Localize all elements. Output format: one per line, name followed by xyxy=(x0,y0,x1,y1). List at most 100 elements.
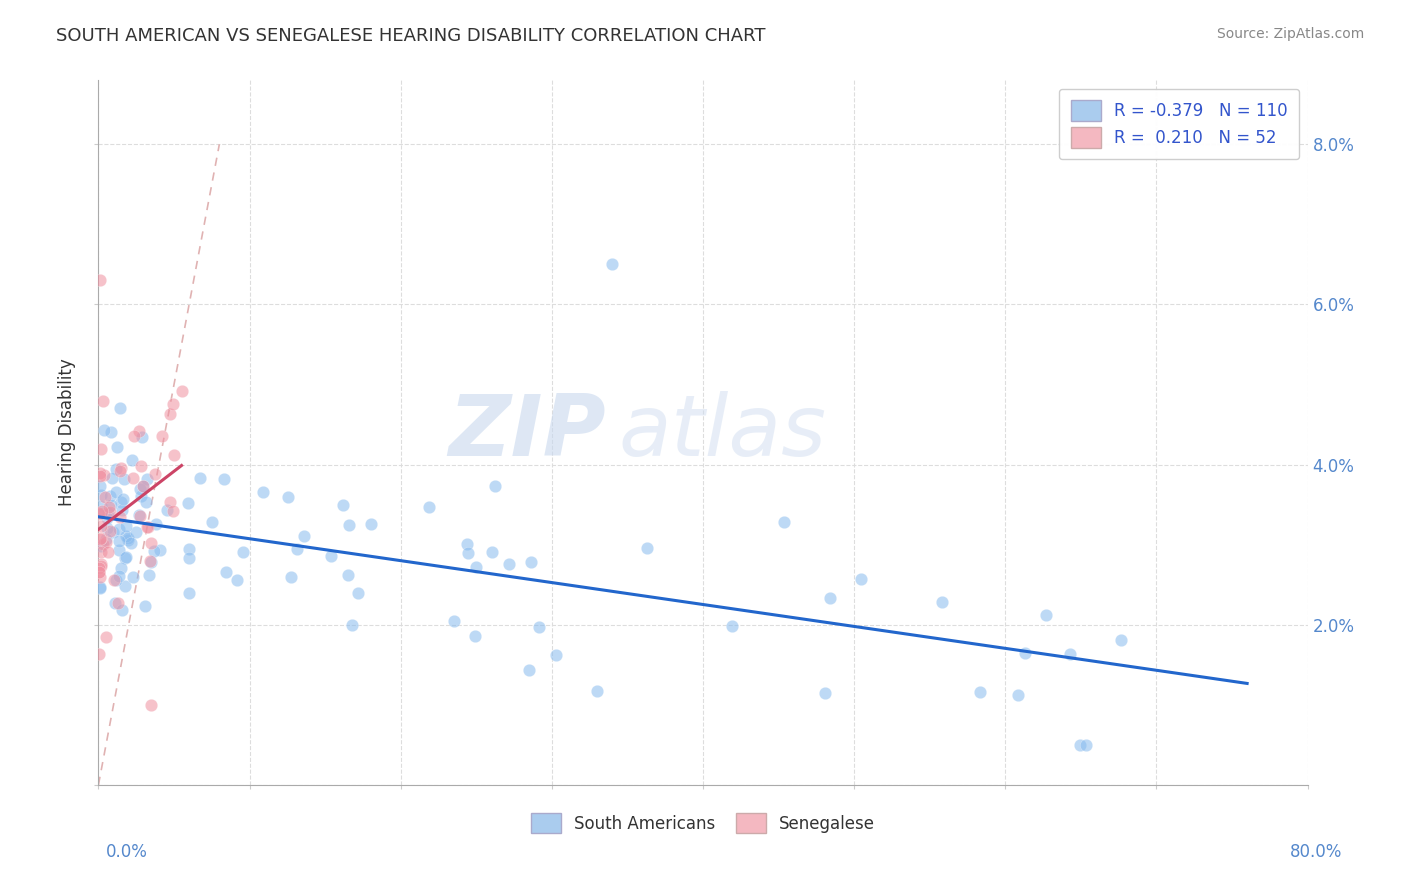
Point xyxy=(111,492,134,507)
Point xyxy=(252,484,274,499)
Point xyxy=(96,535,118,549)
Point xyxy=(107,596,129,610)
Point xyxy=(159,495,181,509)
Point xyxy=(456,537,478,551)
Point xyxy=(637,541,659,555)
Point xyxy=(1109,633,1132,648)
Point xyxy=(139,536,162,550)
Point xyxy=(90,488,112,502)
Point xyxy=(319,549,342,563)
Point xyxy=(814,686,837,700)
Point xyxy=(98,489,121,503)
Point xyxy=(94,490,117,504)
Point xyxy=(225,573,247,587)
Point xyxy=(162,396,184,410)
Point xyxy=(89,273,111,287)
Point xyxy=(91,506,114,520)
Point xyxy=(177,496,200,510)
Point xyxy=(149,542,172,557)
Point xyxy=(418,500,440,514)
Point xyxy=(332,499,354,513)
Point xyxy=(1035,607,1057,622)
Point xyxy=(93,423,115,437)
Text: SOUTH AMERICAN VS SENEGALESE HEARING DISABILITY CORRELATION CHART: SOUTH AMERICAN VS SENEGALESE HEARING DIS… xyxy=(56,27,766,45)
Point xyxy=(586,683,609,698)
Text: 0.0%: 0.0% xyxy=(105,843,148,861)
Point xyxy=(142,544,165,558)
Point xyxy=(156,503,179,517)
Point xyxy=(111,503,134,517)
Point xyxy=(121,453,143,467)
Point xyxy=(111,603,134,617)
Point xyxy=(90,558,112,572)
Point xyxy=(91,537,114,551)
Point xyxy=(120,536,142,550)
Point xyxy=(94,533,117,547)
Point xyxy=(134,599,156,614)
Point xyxy=(201,515,224,529)
Point xyxy=(1074,738,1097,752)
Point xyxy=(136,472,159,486)
Point xyxy=(89,565,111,579)
Point xyxy=(110,561,132,575)
Point xyxy=(105,485,128,500)
Point xyxy=(139,555,162,569)
Point xyxy=(90,539,112,553)
Point xyxy=(114,579,136,593)
Point xyxy=(292,529,315,543)
Point xyxy=(117,533,139,547)
Point xyxy=(138,567,160,582)
Point xyxy=(162,504,184,518)
Point xyxy=(931,594,953,608)
Point xyxy=(101,525,124,540)
Point xyxy=(91,393,114,408)
Text: 80.0%: 80.0% xyxy=(1291,843,1343,861)
Point xyxy=(498,557,520,571)
Point xyxy=(112,472,135,486)
Point xyxy=(132,479,155,493)
Point xyxy=(122,470,145,484)
Point xyxy=(115,519,138,533)
Point xyxy=(457,546,479,560)
Point xyxy=(128,508,150,522)
Point xyxy=(97,545,120,559)
Point xyxy=(602,257,624,271)
Point xyxy=(105,440,128,454)
Point xyxy=(100,498,122,512)
Point xyxy=(90,442,112,456)
Text: atlas: atlas xyxy=(619,391,827,475)
Point xyxy=(131,489,153,503)
Point xyxy=(527,620,550,634)
Point xyxy=(464,629,486,643)
Point xyxy=(107,523,129,537)
Point xyxy=(342,618,364,632)
Point xyxy=(90,519,112,533)
Point xyxy=(114,551,136,566)
Point xyxy=(177,551,200,566)
Point xyxy=(179,586,201,600)
Point xyxy=(115,529,138,543)
Point xyxy=(89,581,111,595)
Point xyxy=(89,570,111,584)
Point xyxy=(96,510,118,524)
Point xyxy=(129,459,152,474)
Point xyxy=(276,490,298,504)
Text: Source: ZipAtlas.com: Source: ZipAtlas.com xyxy=(1216,27,1364,41)
Point xyxy=(520,555,543,569)
Point xyxy=(546,648,568,662)
Point xyxy=(98,524,121,538)
Point xyxy=(89,506,111,520)
Point xyxy=(232,545,254,559)
Point xyxy=(1007,688,1029,702)
Point xyxy=(89,580,111,594)
Point xyxy=(484,479,506,493)
Point xyxy=(117,531,139,545)
Point xyxy=(128,425,150,439)
Point xyxy=(773,516,796,530)
Point xyxy=(91,504,114,518)
Point xyxy=(89,479,111,493)
Point xyxy=(150,429,173,443)
Point xyxy=(90,559,112,574)
Point xyxy=(90,499,112,513)
Point xyxy=(107,543,129,558)
